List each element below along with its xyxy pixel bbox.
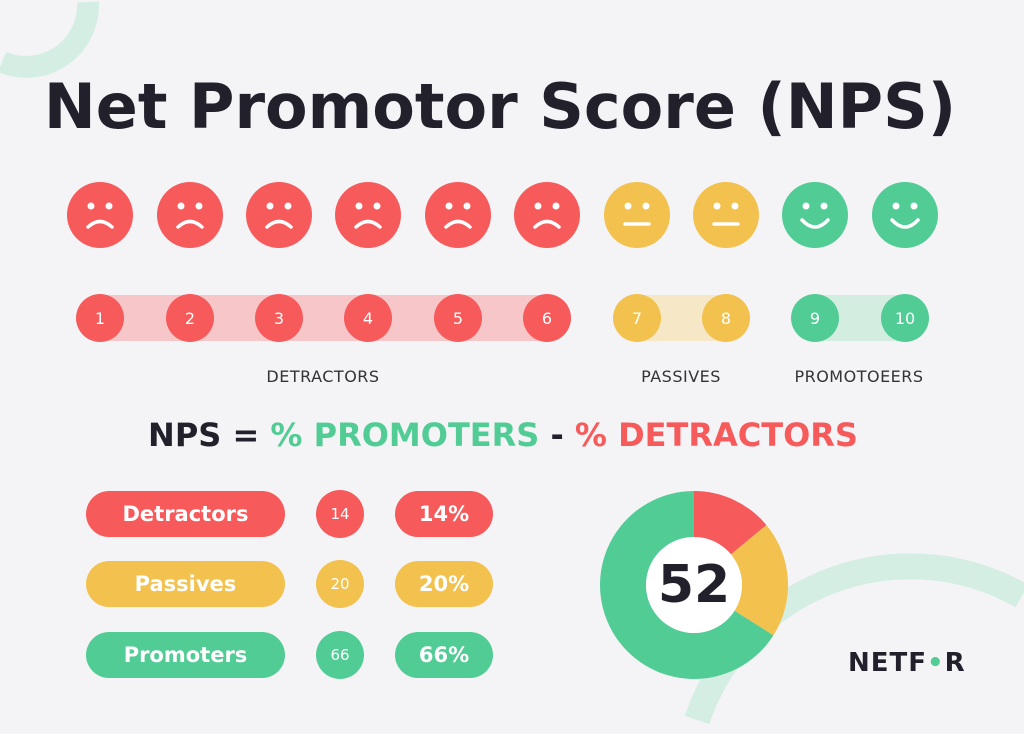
page-title: Net Promotor Score (NPS) [43, 70, 957, 143]
passive-label-pill: Passives [86, 561, 285, 607]
donut-slice-promoters [600, 491, 774, 679]
detractor-percent: 14% [395, 491, 493, 537]
nps-formula: NPS = % PROMOTERS - % DETRACTORS [0, 416, 1006, 454]
passive-percent: 20% [395, 561, 493, 607]
detractor-count: 14 [316, 490, 364, 538]
passive-count: 20 [316, 560, 364, 608]
detractor-label-pill: Detractors [86, 491, 285, 537]
promoter-count: 66 [316, 631, 364, 679]
donut-slice-passives [730, 525, 788, 636]
score-9: 9 [791, 294, 839, 342]
promoters-label: PROMOTOEERS [794, 367, 924, 386]
score-8: 8 [702, 294, 750, 342]
formula-detractors: % DETRACTORS [574, 416, 858, 454]
score-5: 5 [434, 294, 482, 342]
promoter-percent: 66% [395, 632, 493, 678]
neutral-face-icon [604, 182, 670, 248]
score-4: 4 [344, 294, 392, 342]
detractors-label: DETRACTORS [266, 367, 380, 386]
sad-face-icon [514, 182, 580, 248]
score-2: 2 [166, 294, 214, 342]
promoter-label-pill: Promoters [86, 632, 285, 678]
sad-face-icon [157, 182, 223, 248]
top-left-arc [0, 1, 100, 78]
sad-face-icon [67, 182, 133, 248]
donut-slice-detractors [694, 491, 767, 555]
passives-label: PASSIVES [641, 367, 721, 386]
formula-minus: - [550, 416, 564, 454]
nps-donut-chart [600, 491, 788, 679]
sad-face-icon [335, 182, 401, 248]
sad-face-icon [246, 182, 312, 248]
formula-promoters: % PROMOTERS [270, 416, 540, 454]
netfor-logo: NETF•R [848, 648, 966, 678]
score-6: 6 [523, 294, 571, 342]
sad-face-icon [425, 182, 491, 248]
neutral-face-icon [693, 182, 759, 248]
score-1: 1 [76, 294, 124, 342]
score-10: 10 [881, 294, 929, 342]
donut-hole [646, 537, 742, 633]
happy-face-icon [782, 182, 848, 248]
happy-face-icon [872, 182, 938, 248]
score-3: 3 [255, 294, 303, 342]
score-7: 7 [613, 294, 661, 342]
nps-score: 52 [657, 555, 731, 615]
formula-lhs: NPS = [148, 416, 260, 454]
